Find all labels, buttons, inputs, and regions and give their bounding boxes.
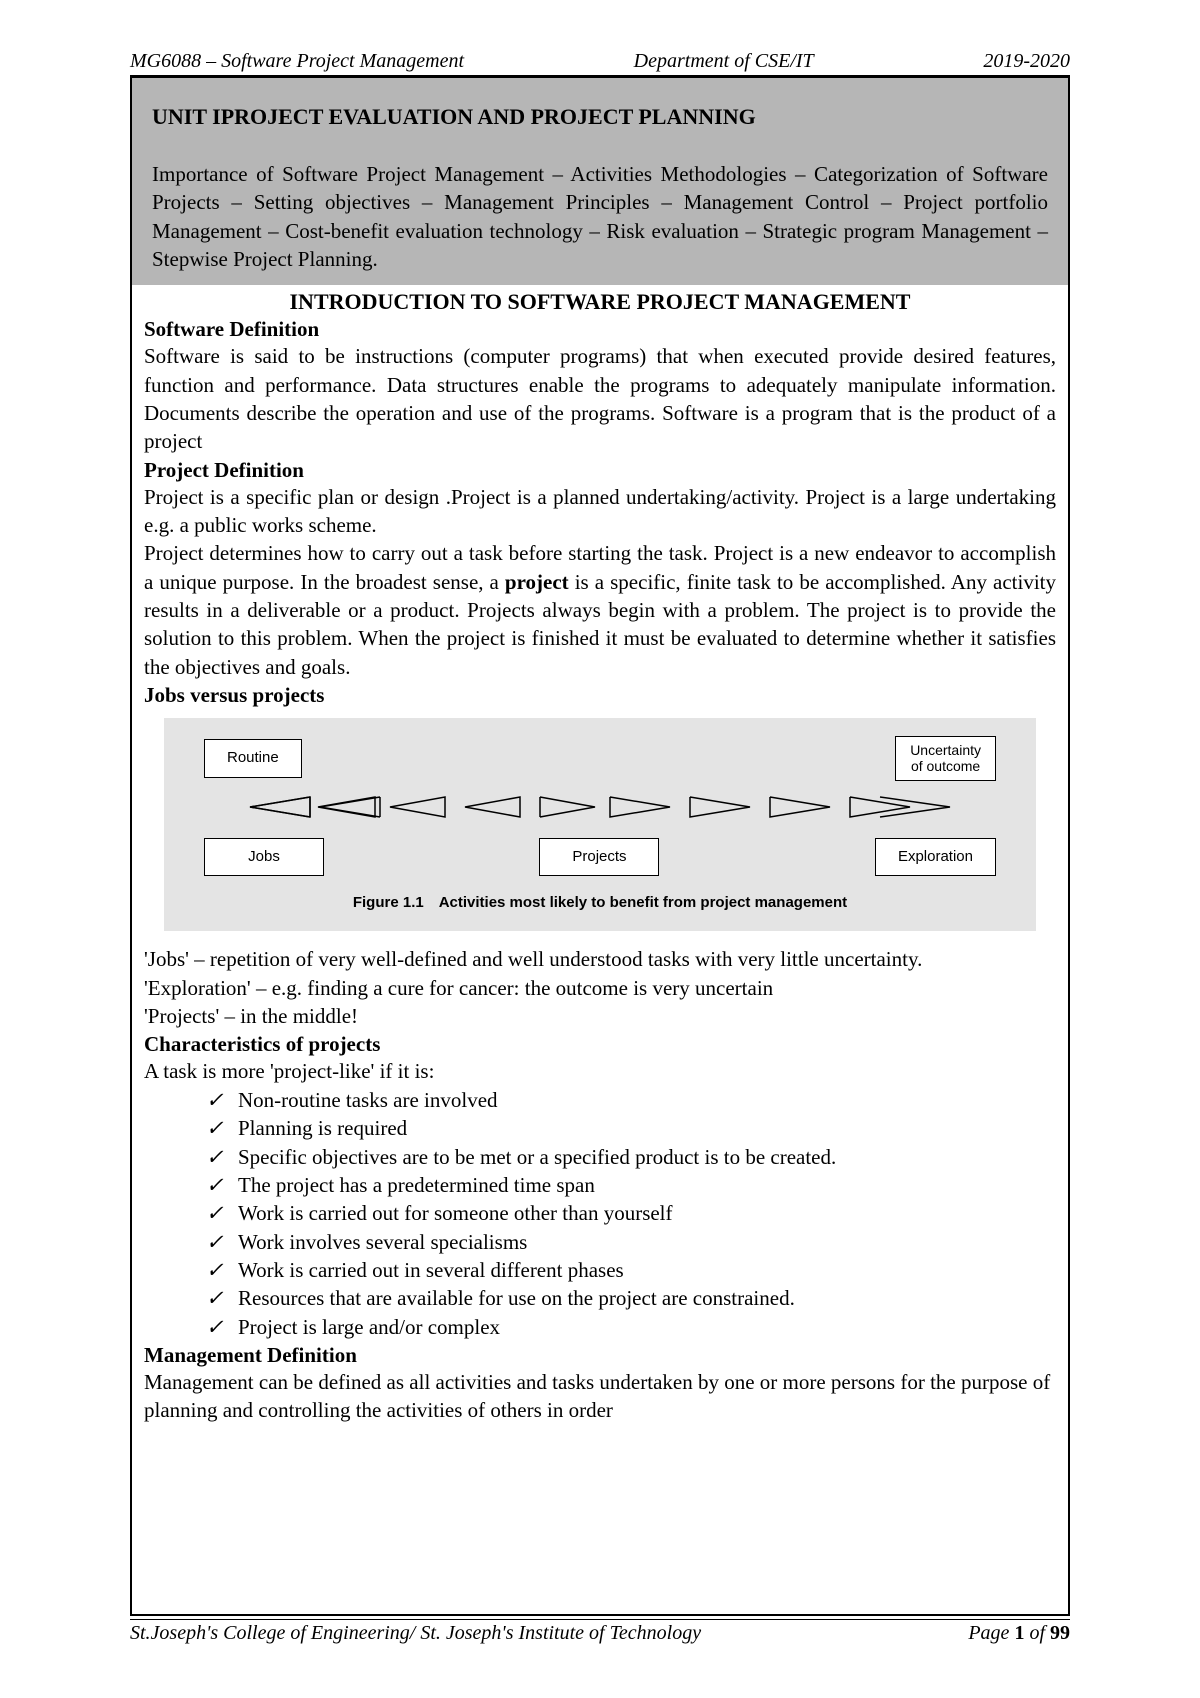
figure-1-1: Routine Uncertainty of outcome bbox=[164, 718, 1036, 931]
unit-number: UNIT I bbox=[152, 104, 221, 129]
figure-top-row: Routine Uncertainty of outcome bbox=[204, 736, 996, 781]
jobs-desc: 'Jobs' – repetition of very well-defined… bbox=[144, 945, 1056, 973]
figure-box-jobs: Jobs bbox=[204, 838, 324, 877]
software-def-text: Software is said to be instructions (com… bbox=[144, 342, 1056, 455]
intro-title: INTRODUCTION TO SOFTWARE PROJECT MANAGEM… bbox=[144, 289, 1056, 315]
unit-description: Importance of Software Project Managemen… bbox=[132, 160, 1068, 273]
unit-name: PROJECT EVALUATION AND PROJECT PLANNING bbox=[221, 104, 756, 129]
list-item: Work involves several specialisms bbox=[206, 1228, 1056, 1256]
page-footer: St.Joseph's College of Engineering/ St. … bbox=[130, 1619, 1070, 1645]
characteristics-intro: A task is more 'project-like' if it is: bbox=[144, 1057, 1056, 1085]
jobs-vs-projects-head: Jobs versus projects bbox=[144, 683, 1056, 708]
figure-caption: Figure 1.1 Activities most likely to ben… bbox=[204, 894, 996, 911]
characteristics-head: Characteristics of projects bbox=[144, 1032, 1056, 1057]
figure-box-uncertainty: Uncertainty of outcome bbox=[895, 736, 996, 781]
project-def-text-1: Project is a specific plan or design .Pr… bbox=[144, 483, 1056, 540]
figure-box-routine: Routine bbox=[204, 739, 302, 778]
characteristics-list: Non-routine tasks are involved Planning … bbox=[144, 1086, 1056, 1341]
unit-title: UNIT IPROJECT EVALUATION AND PROJECT PLA… bbox=[132, 82, 1068, 160]
figure-box-projects: Projects bbox=[539, 838, 659, 877]
figure-box-exploration: Exploration bbox=[875, 838, 996, 877]
page-of: of bbox=[1024, 1622, 1050, 1644]
project-def-head: Project Definition bbox=[144, 458, 1056, 483]
figure-arrows bbox=[204, 789, 996, 825]
header-left: MG6088 – Software Project Management bbox=[130, 50, 464, 73]
list-item: Project is large and/or complex bbox=[206, 1313, 1056, 1341]
management-def-head: Management Definition bbox=[144, 1343, 1056, 1368]
list-item: Specific objectives are to be met or a s… bbox=[206, 1143, 1056, 1171]
software-def-head: Software Definition bbox=[144, 317, 1056, 342]
uncertainty-l1: Uncertainty bbox=[910, 742, 981, 758]
figure-bottom-row: Jobs Projects Exploration bbox=[204, 838, 996, 877]
content-frame: UNIT IPROJECT EVALUATION AND PROJECT PLA… bbox=[130, 76, 1070, 1616]
page-current: 1 bbox=[1014, 1622, 1024, 1644]
management-def-text: Management can be defined as all activit… bbox=[144, 1368, 1056, 1425]
page-total: 99 bbox=[1050, 1622, 1070, 1644]
list-item: Non-routine tasks are involved bbox=[206, 1086, 1056, 1114]
pd2-bold: project bbox=[505, 570, 569, 594]
projects-desc: 'Projects' – in the middle! bbox=[144, 1002, 1056, 1030]
list-item: The project has a predetermined time spa… bbox=[206, 1171, 1056, 1199]
exploration-desc: 'Exploration' – e.g. finding a cure for … bbox=[144, 974, 1056, 1002]
footer-left: St.Joseph's College of Engineering/ St. … bbox=[130, 1622, 701, 1645]
unit-header-block: UNIT IPROJECT EVALUATION AND PROJECT PLA… bbox=[132, 78, 1068, 285]
list-item: Resources that are available for use on … bbox=[206, 1284, 1056, 1312]
list-item: Work is carried out for someone other th… bbox=[206, 1199, 1056, 1227]
header-right: 2019-2020 bbox=[983, 50, 1070, 73]
project-def-text-2: Project determines how to carry out a ta… bbox=[144, 539, 1056, 681]
list-item: Planning is required bbox=[206, 1114, 1056, 1142]
header-mid: Department of CSE/IT bbox=[634, 50, 814, 73]
page-header: MG6088 – Software Project Management Dep… bbox=[130, 50, 1070, 76]
uncertainty-l2: of outcome bbox=[911, 758, 980, 774]
page-label: Page bbox=[968, 1622, 1014, 1644]
list-item: Work is carried out in several different… bbox=[206, 1256, 1056, 1284]
footer-right: Page 1 of 99 bbox=[968, 1622, 1070, 1645]
